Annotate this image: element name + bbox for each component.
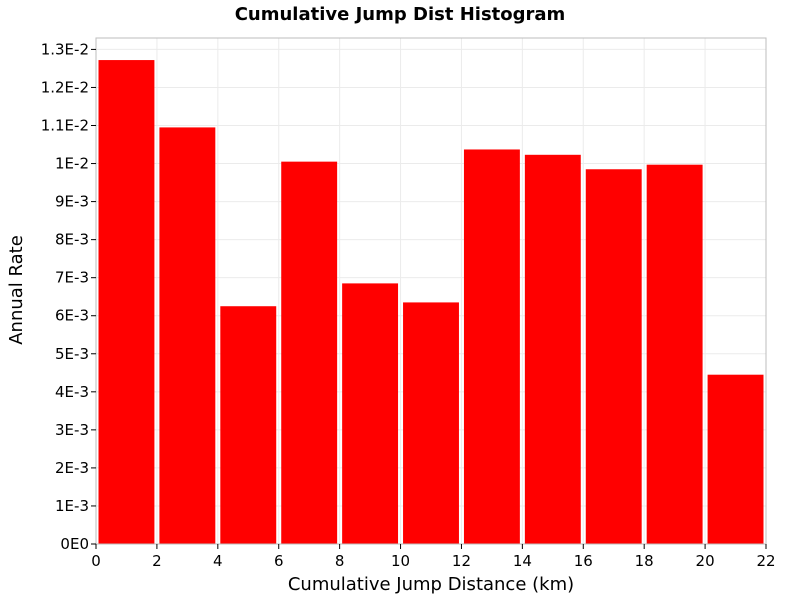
x-tick-label: 8 — [335, 552, 345, 570]
x-axis-ticks: 0 2 4 6 8 10 12 14 16 18 20 22 — [91, 544, 776, 570]
bars — [98, 60, 764, 545]
y-tick-label: 5E-3 — [55, 345, 89, 363]
y-tick-label: 1.2E-2 — [41, 78, 89, 96]
x-tick-label: 10 — [391, 552, 410, 570]
x-tick-label: 16 — [574, 552, 593, 570]
histogram-bar — [403, 302, 459, 544]
y-tick-label: 0E0 — [60, 535, 89, 553]
histogram-bar — [463, 149, 520, 545]
x-tick-label: 18 — [635, 552, 654, 570]
chart-title: Cumulative Jump Dist Histogram — [235, 4, 566, 25]
x-tick-label: 20 — [696, 552, 715, 570]
y-tick-label: 1.3E-2 — [41, 40, 89, 58]
histogram-bar — [220, 306, 277, 544]
plot-area-frame — [95, 37, 767, 545]
histogram-bar — [342, 283, 399, 544]
y-tick-label: 7E-3 — [55, 269, 89, 287]
y-tick-label: 2E-3 — [55, 459, 89, 477]
x-tick-label: 0 — [91, 552, 101, 570]
y-axis-label: Annual Rate — [6, 235, 27, 345]
histogram-bar — [281, 161, 338, 545]
histogram-bar — [707, 374, 764, 544]
histogram-bar — [524, 154, 581, 544]
histogram-bar — [585, 169, 642, 544]
x-tick-label: 22 — [756, 552, 775, 570]
y-tick-label: 6E-3 — [55, 307, 89, 325]
y-tick-label: 3E-3 — [55, 421, 89, 439]
y-tick-label: 8E-3 — [55, 231, 89, 249]
x-tick-label: 2 — [152, 552, 162, 570]
y-axis-ticks: 0E0 1E-3 2E-3 3E-3 4E-3 5E-3 6E-3 7E-3 8E-3 9E-3 1… — [41, 40, 96, 553]
y-tick-label: 1E-2 — [55, 155, 89, 173]
histogram-bar — [159, 127, 216, 545]
y-tick-label: 4E-3 — [55, 383, 89, 401]
x-tick-label: 12 — [452, 552, 471, 570]
histogram-bar — [98, 60, 155, 545]
y-tick-label: 9E-3 — [55, 193, 89, 211]
y-tick-label: 1.1E-2 — [41, 117, 89, 135]
y-tick-label: 1E-3 — [55, 497, 89, 515]
x-tick-label: 14 — [513, 552, 532, 570]
x-tick-label: 4 — [213, 552, 223, 570]
x-tick-label: 6 — [274, 552, 284, 570]
histogram-bar — [646, 164, 703, 544]
x-axis-label: Cumulative Jump Distance (km) — [288, 574, 574, 595]
